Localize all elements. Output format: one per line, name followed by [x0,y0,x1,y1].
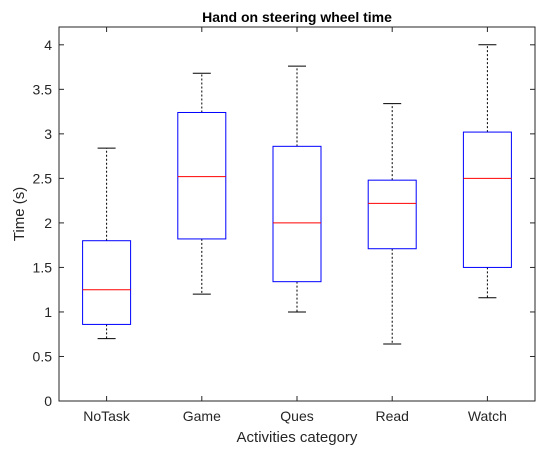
box-read [367,103,417,345]
box-watch [462,44,512,299]
x-axis-label: Activities category [237,429,358,446]
x-tick-label: Game [183,408,221,424]
box-iqr [272,145,322,283]
y-axis-label: Time (s) [11,187,28,241]
box-iqr [367,179,417,250]
y-tick-label: 1.5 [33,259,53,275]
chart-title: Hand on steering wheel time [202,9,392,25]
box-iqr [462,131,512,268]
x-tick-label: NoTask [83,408,131,424]
y-tick-label: 2 [44,215,52,231]
x-tick-label: Read [375,408,408,424]
box-iqr [177,111,227,240]
x-axis-ticks: NoTask Game Ques Read Watch [83,27,507,424]
box-series [82,44,512,345]
y-tick-label: 0 [44,393,52,409]
box-iqr [82,240,132,325]
y-tick-label: 3 [44,126,52,142]
box-ques [272,65,322,313]
y-tick-label: 3.5 [33,81,53,97]
y-axis-ticks: 0 0.5 1 1.5 2 2.5 3 3.5 4 [33,37,535,409]
y-tick-label: 2.5 [33,170,53,186]
y-tick-label: 1 [44,304,52,320]
box-notask [82,147,132,340]
y-tick-label: 4 [44,37,52,53]
x-tick-label: Watch [468,408,507,424]
box-game [177,72,227,295]
x-tick-label: Ques [280,408,313,424]
y-tick-label: 0.5 [33,348,53,364]
